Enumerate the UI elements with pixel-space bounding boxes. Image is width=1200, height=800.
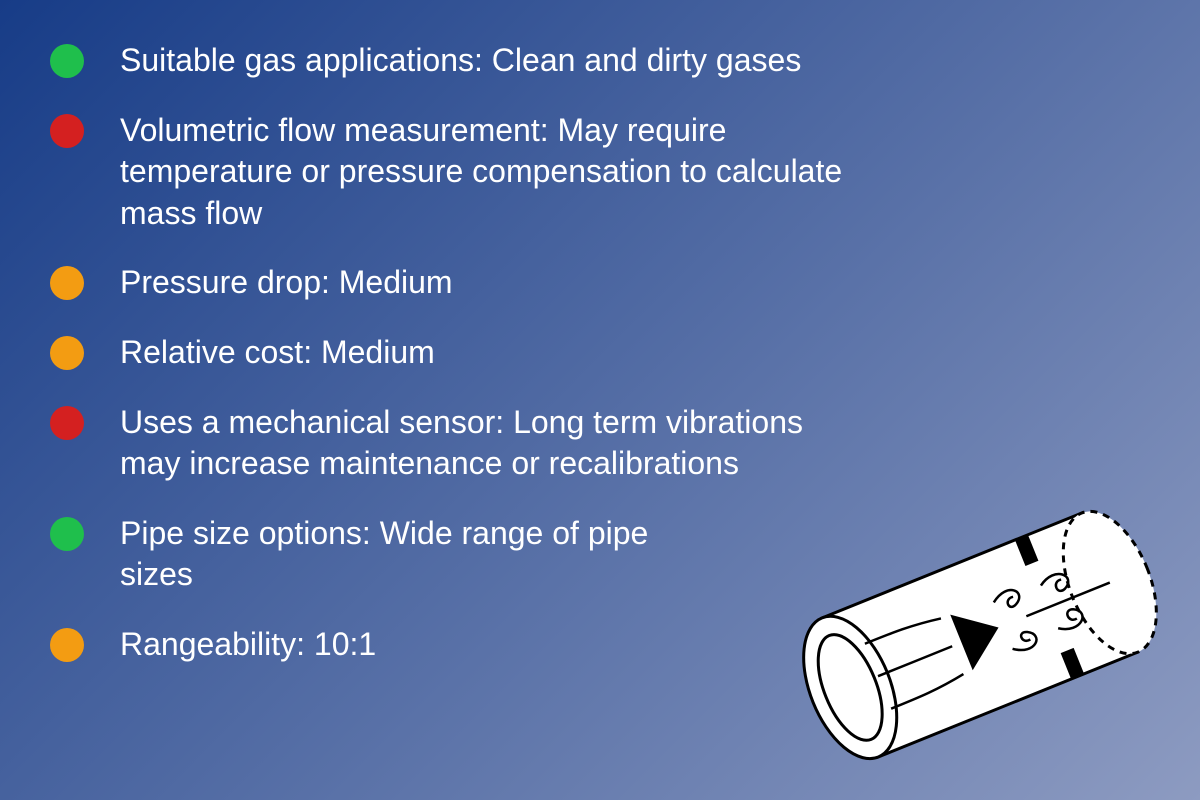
bullet-icon — [50, 336, 84, 370]
feature-list: Suitable gas applications: Clean and dir… — [50, 40, 870, 666]
item-text: Pressure drop: Medium — [120, 262, 453, 304]
list-item: Relative cost: Medium — [50, 332, 870, 374]
list-item: Pipe size options: Wide range of pipe si… — [50, 513, 690, 596]
bullet-icon — [50, 628, 84, 662]
list-item: Uses a mechanical sensor: Long term vibr… — [50, 402, 870, 485]
bullet-icon — [50, 114, 84, 148]
bullet-icon — [50, 406, 84, 440]
item-text: Volumetric flow measurement: May require… — [120, 110, 870, 235]
list-item: Suitable gas applications: Clean and dir… — [50, 40, 870, 82]
content-area: Suitable gas applications: Clean and dir… — [0, 0, 1200, 800]
bullet-icon — [50, 44, 84, 78]
item-text: Pipe size options: Wide range of pipe si… — [120, 513, 690, 596]
list-item: Pressure drop: Medium — [50, 262, 870, 304]
list-item: Rangeability: 10:1 — [50, 624, 870, 666]
vortex-pipe-icon — [770, 465, 1190, 785]
item-text: Uses a mechanical sensor: Long term vibr… — [120, 402, 870, 485]
bullet-icon — [50, 517, 84, 551]
item-text: Rangeability: 10:1 — [120, 624, 376, 666]
bullet-icon — [50, 266, 84, 300]
item-text: Suitable gas applications: Clean and dir… — [120, 40, 801, 82]
item-text: Relative cost: Medium — [120, 332, 435, 374]
list-item: Volumetric flow measurement: May require… — [50, 110, 870, 235]
pipe-diagram — [770, 465, 1190, 790]
